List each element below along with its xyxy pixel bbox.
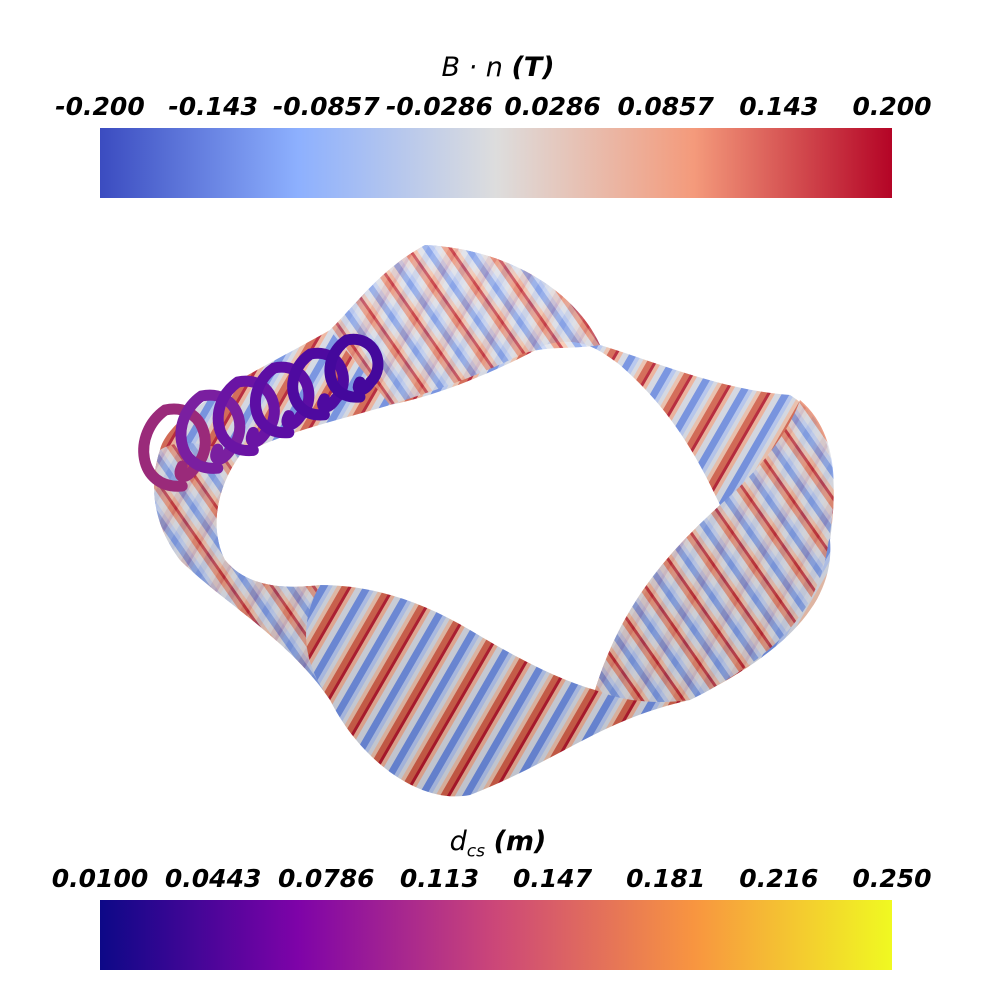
bottom-colorbar-unit: (m) <box>493 826 547 857</box>
bottom-colorbar-tick-label: 0.113 <box>399 864 479 893</box>
top-colorbar-tick-label: 0.0286 <box>504 92 601 121</box>
bottom-colorbar-gradient <box>100 900 892 970</box>
top-colorbar <box>100 128 892 198</box>
bottom-colorbar-tick-label: 0.181 <box>626 864 706 893</box>
bottom-colorbar-tick-label: 0.250 <box>852 864 932 893</box>
top-colorbar-title: B · n (T) <box>0 52 996 84</box>
top-colorbar-tick-label: 0.0857 <box>617 92 714 121</box>
top-colorbar-tick-label: 0.143 <box>739 92 819 121</box>
bottom-colorbar-tick-label: 0.216 <box>739 864 819 893</box>
top-colorbar-gradient <box>100 128 892 198</box>
top-colorbar-ticks: -0.200 -0.143 -0.0857 -0.0286 0.0286 0.0857 0.… <box>0 92 996 124</box>
top-colorbar-variable: B · n <box>441 52 503 83</box>
top-colorbar-tick-label: -0.0286 <box>385 92 493 121</box>
coil <box>324 333 384 403</box>
bottom-colorbar <box>100 900 892 970</box>
bottom-colorbar-tick-label: 0.0786 <box>278 864 375 893</box>
top-colorbar-tick-label: -0.143 <box>168 92 258 121</box>
top-colorbar-unit: (T) <box>511 52 555 83</box>
bottom-colorbar-tick-label: 0.0100 <box>51 864 149 893</box>
bottom-colorbar-tick-label: 0.0443 <box>164 864 262 893</box>
top-colorbar-tick-label: 0.200 <box>852 92 932 121</box>
bottom-colorbar-variable: d <box>449 826 467 857</box>
surface-shading <box>154 245 834 797</box>
coil <box>175 389 246 474</box>
bottom-colorbar-ticks: 0.0100 0.0443 0.0786 0.113 0.147 0.181 0.216 0.… <box>0 864 996 896</box>
coil <box>138 403 211 492</box>
top-colorbar-tick-label: -0.200 <box>55 92 145 121</box>
bottom-colorbar-subscript: cs <box>466 841 485 862</box>
bottom-colorbar-tick-label: 0.147 <box>513 864 593 893</box>
top-colorbar-tick-label: -0.0857 <box>272 92 380 121</box>
bottom-colorbar-title: dcs (m) <box>0 826 996 867</box>
coil-group <box>138 333 384 492</box>
